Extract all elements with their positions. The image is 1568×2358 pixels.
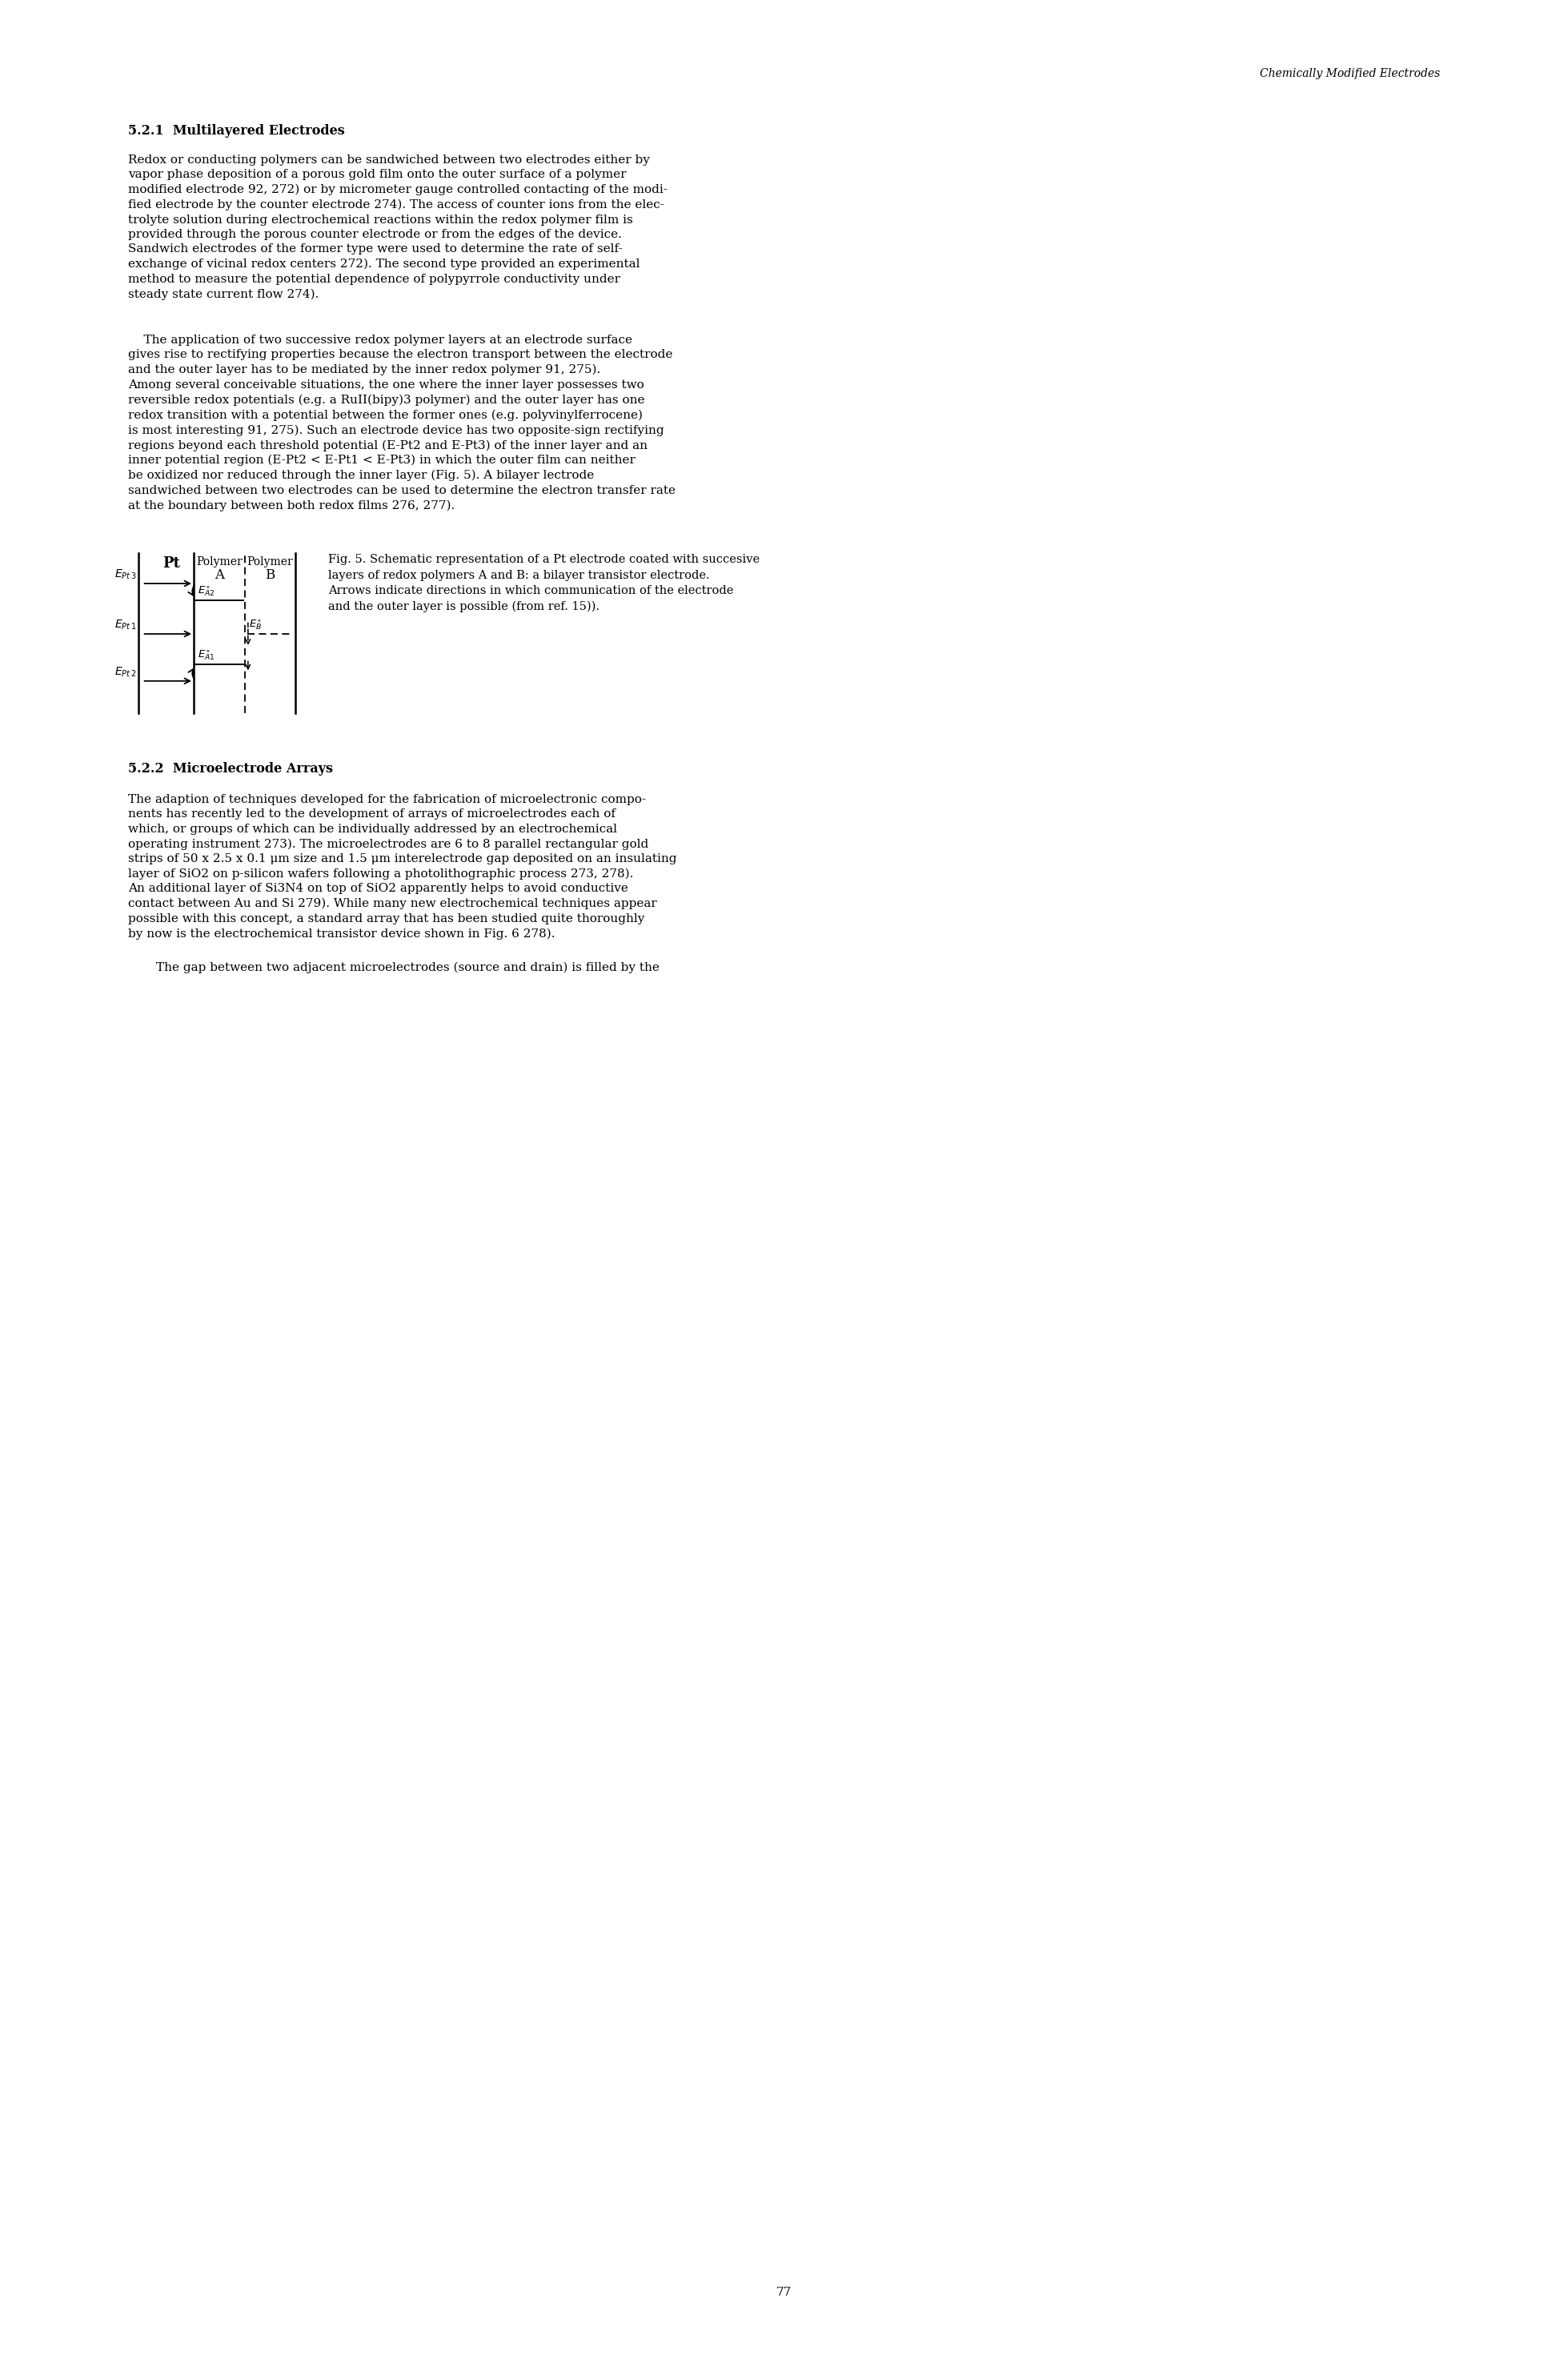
Text: The application of two successive redox polymer layers at an electrode surface
g: The application of two successive redox … [129,335,676,512]
Text: $E_{Pt\,2}$: $E_{Pt\,2}$ [114,665,136,679]
Text: $E_{Pt\,1}$: $E_{Pt\,1}$ [114,618,136,632]
Text: The gap between two adjacent microelectrodes (source and drain) is filled by the: The gap between two adjacent microelectr… [157,962,660,974]
Text: $E^{\circ}_{A2}$: $E^{\circ}_{A2}$ [198,585,215,599]
Text: $E^{\circ}_{A1}$: $E^{\circ}_{A1}$ [198,648,215,663]
Text: Polymer: Polymer [248,556,293,568]
Text: $E^{\circ}_{B}$: $E^{\circ}_{B}$ [249,618,262,632]
Text: Fig. 5. Schematic representation of a Pt electrode coated with succesive
layers : Fig. 5. Schematic representation of a Pt… [328,554,759,613]
Text: Redox or conducting polymers can be sandwiched between two electrodes either by
: Redox or conducting polymers can be sand… [129,156,668,299]
Text: $E_{Pt\,3}$: $E_{Pt\,3}$ [114,568,136,580]
Text: A: A [215,568,224,582]
Text: Polymer: Polymer [196,556,243,568]
Text: B: B [265,568,274,582]
Text: Chemically Modified Electrodes: Chemically Modified Electrodes [1259,68,1439,80]
Text: 5.2.2  Microelectrode Arrays: 5.2.2 Microelectrode Arrays [129,762,332,776]
Text: 5.2.1  Multilayered Electrodes: 5.2.1 Multilayered Electrodes [129,125,345,137]
Text: Pt: Pt [163,556,180,571]
Text: 77: 77 [776,2287,792,2299]
Text: The adaption of techniques developed for the fabrication of microelectronic comp: The adaption of techniques developed for… [129,795,677,938]
